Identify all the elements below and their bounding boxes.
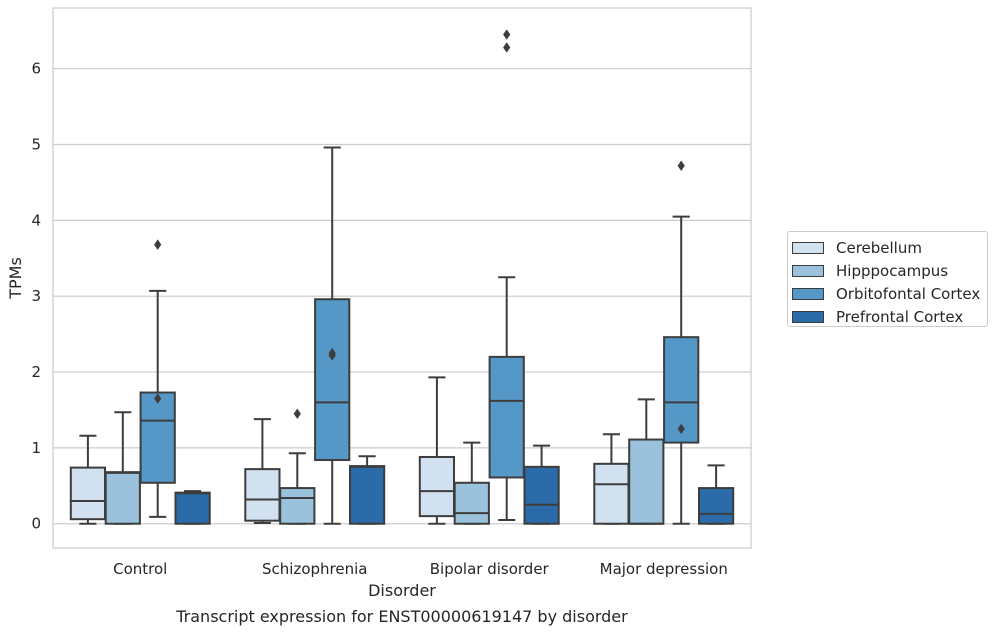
y-tick-label: 4: [31, 211, 41, 229]
legend-item: Orbitofontal Cortex: [792, 284, 980, 304]
box-iqr: [174, 491, 211, 525]
box-group: [139, 239, 176, 518]
box-group: [244, 418, 281, 524]
box-group: [488, 29, 525, 521]
outlier-point: [328, 347, 336, 359]
box-group: [348, 455, 386, 525]
x-axis-label: Disorder: [368, 581, 436, 600]
box-iqr: [279, 487, 316, 525]
box-group: [418, 376, 456, 525]
y-tick-label: 3: [31, 287, 41, 305]
box-iqr: [488, 355, 525, 479]
box-group: [314, 146, 351, 525]
y-axis-label: TPMs: [6, 257, 25, 300]
x-tick-label: Bipolar disorder: [430, 560, 550, 578]
legend-label: Cerebellum: [836, 239, 922, 257]
box-iqr: [418, 455, 456, 518]
legend-item: Hipppocampus: [792, 261, 948, 281]
outlier-point: [677, 423, 685, 435]
box-iqr: [697, 487, 735, 525]
legend-label: Orbitofontal Cortex: [836, 285, 981, 303]
box-iqr: [139, 391, 176, 484]
legend-item: Cerebellum: [792, 238, 922, 258]
box-iqr: [314, 298, 351, 462]
outlier-point: [293, 408, 301, 419]
box-group: [69, 434, 107, 525]
y-tick-label: 6: [31, 60, 41, 78]
chart-caption: Transcript expression for ENST0000061914…: [175, 607, 628, 626]
box-iqr: [593, 462, 630, 525]
box-iqr: [523, 465, 560, 525]
x-tick-label: Schizophrenia: [262, 560, 367, 578]
box-iqr: [348, 465, 386, 525]
y-tick-label: 1: [31, 439, 41, 457]
box-iqr: [453, 481, 490, 525]
box-group: [697, 464, 735, 525]
box-iqr: [244, 468, 281, 522]
outlier-point: [503, 42, 511, 53]
x-tick-label: Control: [113, 560, 167, 578]
box-group: [523, 444, 560, 525]
x-tick-label: Major depression: [600, 560, 728, 578]
legend-item: Prefrontal Cortex: [792, 307, 963, 327]
box-iqr: [628, 438, 665, 525]
boxes: [69, 29, 735, 525]
y-tick-label: 0: [31, 515, 41, 533]
legend-swatch: [792, 288, 824, 300]
box-group: [453, 441, 490, 525]
x-tick-labels: Control Schizophrenia Bipolar disorder Majo…: [113, 560, 728, 578]
box-iqr: [69, 466, 107, 521]
legend-label: Hipppocampus: [836, 262, 949, 280]
y-tick-label: 5: [31, 136, 41, 154]
legend-label: Prefrontal Cortex: [836, 308, 964, 326]
box-group: [593, 433, 630, 525]
legend: Cerebellum Hipppocampus Orbitofontal Corte…: [787, 231, 988, 327]
legend-swatch: [792, 265, 824, 277]
legend-swatch: [792, 311, 824, 323]
box-group: [174, 490, 211, 525]
y-tick-labels: 0 1 2 3 4 5 6: [31, 60, 41, 533]
outlier-point: [503, 29, 511, 40]
box-iqr: [104, 471, 141, 525]
box-group: [104, 411, 141, 525]
box-group: [279, 408, 316, 525]
outlier-point: [154, 239, 162, 250]
outlier-point: [154, 393, 162, 404]
y-tick-label: 2: [31, 363, 41, 381]
box-group: [628, 398, 665, 525]
legend-swatch: [792, 242, 824, 254]
outlier-point: [677, 160, 685, 171]
box-group: [663, 160, 700, 525]
